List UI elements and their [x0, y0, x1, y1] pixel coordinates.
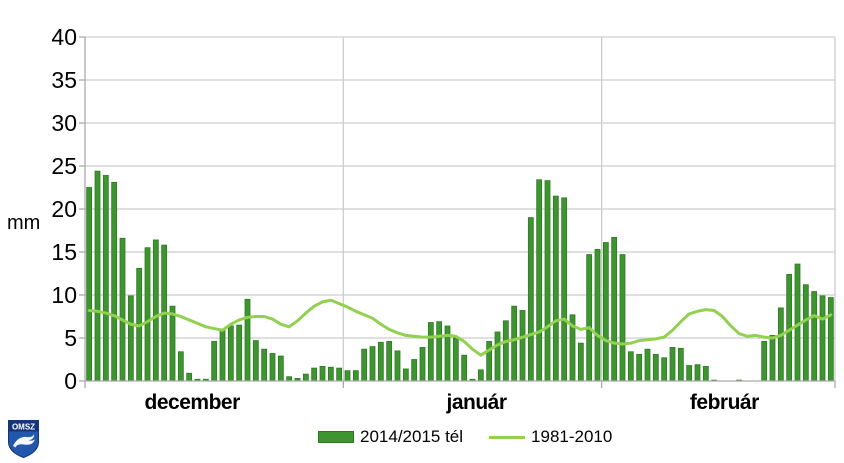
- bar: [769, 335, 776, 382]
- bar: [277, 355, 284, 382]
- bar: [527, 217, 534, 382]
- y-axis-tick-label: 0: [64, 368, 77, 394]
- bar: [627, 351, 634, 382]
- bar: [561, 197, 568, 382]
- bar: [127, 295, 134, 382]
- y-axis-tick-label: 20: [51, 196, 77, 222]
- bar: [586, 254, 593, 382]
- bar: [694, 364, 701, 382]
- y-axis-tick-label: 35: [51, 67, 77, 93]
- omsz-logo: OMSZ: [8, 420, 39, 459]
- bar: [111, 181, 118, 382]
- bar: [211, 341, 218, 382]
- x-axis-month-label: január: [446, 391, 507, 414]
- bar: [269, 353, 276, 382]
- bar: [386, 341, 393, 382]
- bar: [494, 331, 501, 382]
- bar: [577, 342, 584, 382]
- bar: [686, 365, 693, 382]
- legend-bar-swatch-icon: [318, 431, 354, 443]
- bar: [402, 368, 409, 382]
- bar: [236, 324, 243, 382]
- bar: [169, 305, 176, 382]
- y-axis-tick-label: 25: [51, 153, 77, 179]
- legend: 2014/2015 tél 1981-2010: [318, 427, 612, 447]
- bar: [602, 242, 609, 382]
- bar: [336, 367, 343, 382]
- bar: [144, 247, 151, 382]
- bar: [394, 350, 401, 382]
- y-axis-tick-label: 30: [51, 110, 77, 136]
- bar: [702, 365, 709, 382]
- x-axis-month-label: december: [144, 391, 241, 414]
- bar: [302, 373, 309, 382]
- bar: [102, 175, 109, 382]
- climate-line: [87, 298, 833, 357]
- omsz-wave-icon: [13, 434, 35, 448]
- bar: [777, 307, 784, 382]
- bar: [819, 295, 826, 382]
- bar: [544, 180, 551, 382]
- bar: [186, 372, 193, 382]
- bar: [552, 195, 559, 382]
- bar: [461, 354, 468, 382]
- bar: [152, 239, 159, 382]
- bar: [677, 347, 684, 382]
- bar: [119, 237, 126, 382]
- legend-line-swatch-icon: [489, 435, 526, 439]
- bar: [611, 236, 618, 382]
- bar: [661, 357, 668, 382]
- bar: [594, 249, 601, 382]
- omsz-logo-text: OMSZ: [12, 423, 35, 432]
- bar: [827, 297, 834, 382]
- y-axis-tick-label: 40: [51, 24, 77, 50]
- bar: [377, 341, 384, 382]
- legend-line-label: 1981-2010: [531, 427, 613, 446]
- legend-bar-label: 2014/2015 tél: [360, 427, 464, 446]
- bar: [344, 370, 351, 382]
- bar: [644, 348, 651, 382]
- bar: [652, 353, 659, 382]
- bar: [636, 353, 643, 382]
- bar: [761, 341, 768, 382]
- bar: [452, 337, 459, 382]
- bar: [244, 298, 251, 382]
- bar: [327, 366, 334, 382]
- bar: [227, 325, 234, 382]
- bar: [419, 347, 426, 382]
- bar: [319, 365, 326, 382]
- y-axis-tick-label: 15: [51, 239, 77, 265]
- bar: [352, 370, 359, 382]
- bar: [536, 179, 543, 382]
- bar: [519, 310, 526, 382]
- y-axis-unit-label: mm: [7, 212, 41, 234]
- bar: [94, 170, 101, 382]
- bar: [669, 347, 676, 382]
- bar: [219, 329, 226, 382]
- bar: [477, 369, 484, 382]
- bar: [86, 187, 93, 382]
- bar: [311, 367, 318, 382]
- bar: [502, 320, 509, 382]
- x-axis-month-label: február: [689, 391, 759, 414]
- bar: [252, 340, 259, 382]
- bar: [369, 346, 376, 382]
- bar: [261, 348, 268, 382]
- bar: [436, 321, 443, 382]
- bar: [802, 284, 809, 382]
- bar: [361, 348, 368, 382]
- bar: [511, 305, 518, 382]
- bar: [811, 291, 818, 382]
- y-axis-tick-label: 10: [51, 282, 77, 308]
- bar: [619, 254, 626, 382]
- omsz-shield-icon: OMSZ: [8, 420, 39, 459]
- bar: [427, 322, 434, 382]
- y-axis-tick-label: 5: [64, 325, 77, 351]
- bar: [177, 351, 184, 382]
- bar: [411, 359, 418, 382]
